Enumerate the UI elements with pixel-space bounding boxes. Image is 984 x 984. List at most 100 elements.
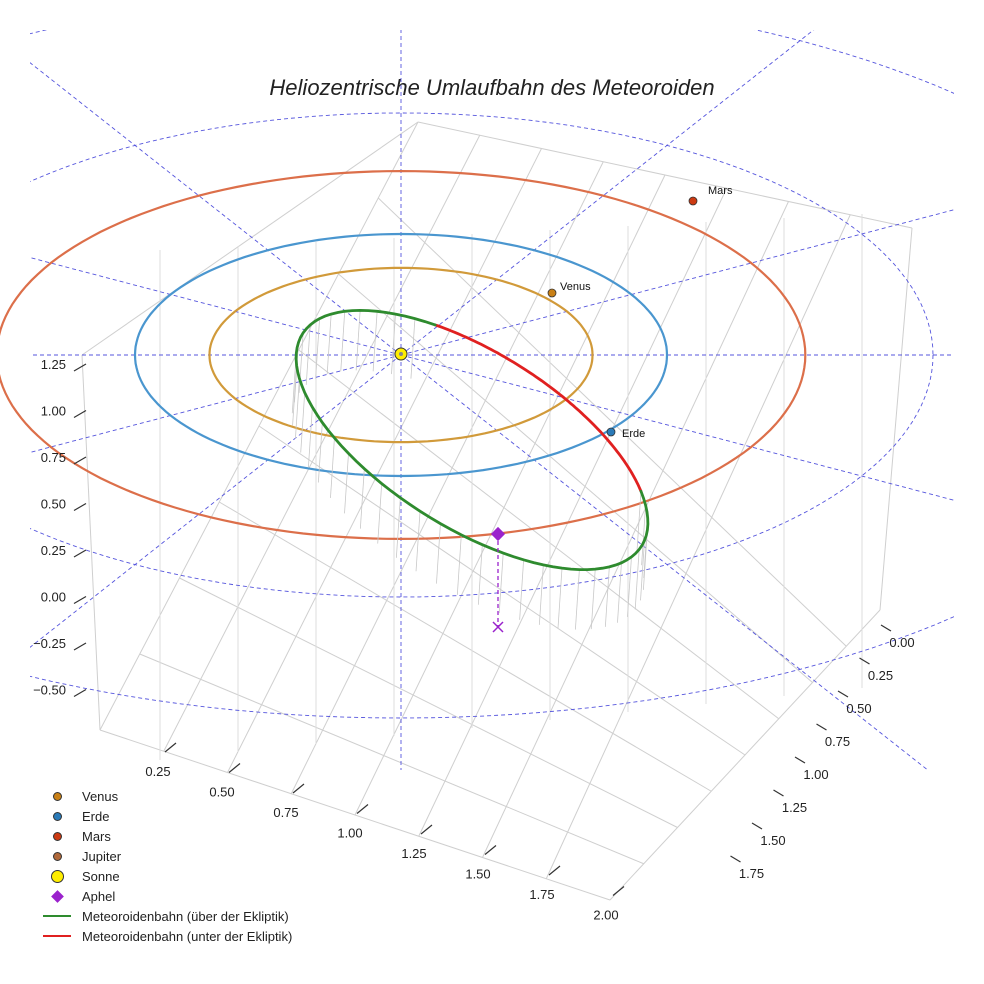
z-tick-label: 0.00: [41, 590, 66, 605]
planet-label-erde: Erde: [622, 428, 645, 440]
markers: Venus Erde Mars: [394, 185, 733, 633]
legend-item: Meteoroidenbahn (über der Ekliptik): [40, 906, 292, 926]
drop-line-3: [642, 529, 648, 590]
x-tick-mark: [292, 783, 305, 794]
x-tick-mark: [612, 886, 625, 896]
drop-line-20: [377, 483, 383, 544]
legend-symbol: [40, 886, 74, 906]
legend-symbol: [40, 866, 74, 886]
z-tick-label: −0.50: [33, 683, 66, 698]
legend-label: Meteoroidenbahn (über der Ekliptik): [82, 908, 289, 924]
legend-dot-icon: [52, 851, 62, 861]
ecliptic-spoke-8: [30, 62, 402, 356]
drop-line-8: [604, 566, 610, 627]
legend-dot-icon: [52, 791, 62, 801]
ecliptic-spoke-5: [30, 354, 402, 453]
y-tick-mark: [880, 624, 892, 632]
y-tick-mark: [751, 822, 763, 830]
drop-line-11: [557, 568, 563, 629]
drop-line-27: [295, 378, 300, 439]
y-tick-mark: [773, 789, 784, 797]
drop-line-32: [305, 324, 311, 385]
x-tick-label: 1.25: [401, 846, 426, 861]
grid-y-1: [139, 653, 644, 865]
planet-label-mars: Mars: [708, 185, 733, 197]
x-tick-mark: [420, 824, 433, 835]
y-tick-label: 0.75: [825, 734, 850, 749]
planet-marker-mars: [688, 196, 698, 206]
ecliptic-spoke-7: [30, 257, 402, 356]
drop-line-25: [307, 407, 313, 468]
legend-label: Sonne: [82, 868, 120, 884]
planet-label-venus: Venus: [560, 281, 591, 293]
drop-line-14: [498, 553, 504, 614]
drop-line-35: [340, 311, 346, 372]
z-tick-label: 0.75: [41, 450, 66, 465]
meteoroid-path: [294, 308, 650, 571]
legend-symbol: [40, 906, 74, 926]
x-tick-mark: [548, 865, 561, 876]
legend-item: Sonne: [40, 866, 292, 886]
legend-bigdot-icon: [50, 869, 64, 883]
legend-item: Jupiter: [40, 846, 292, 866]
legend-item: Mars: [40, 826, 292, 846]
z-tick-mark: [73, 688, 87, 698]
drop-line-12: [538, 564, 544, 625]
drop-line-7: [617, 562, 622, 623]
meteor-segment-above: [294, 308, 650, 571]
grid-x-3: [290, 161, 604, 794]
z-tick-label: 1.25: [41, 357, 66, 372]
grid-y-3: [218, 501, 712, 792]
orbit-venus: [208, 266, 594, 444]
x-tick-label: 0.25: [145, 764, 170, 779]
z-tick-label: 0.25: [41, 543, 66, 558]
legend-symbol: [40, 846, 74, 866]
drop-line-21: [359, 468, 365, 529]
grid-y-6: [338, 273, 813, 683]
drop-line-15: [477, 544, 483, 605]
legend-symbol: [40, 926, 74, 946]
legend-line-icon: [43, 935, 71, 937]
legend-item: Aphel: [40, 886, 292, 906]
legend-label: Meteoroidenbahn (unter der Ekliptik): [82, 928, 293, 944]
legend-dot-icon: [52, 811, 62, 821]
ecliptic-spoke-2: [400, 354, 929, 770]
axis-ticks: 0.25 0.50 0.75 1.00 1.25 1.50 1.75 2.00 0.00 0.25…: [33, 357, 915, 923]
box-edge-5: [81, 354, 101, 731]
legend-symbol: [40, 806, 74, 826]
grid-x-5: [418, 188, 728, 837]
z-tick-mark: [73, 363, 87, 372]
drop-line-5: [634, 549, 640, 610]
legend-symbol: [40, 786, 74, 806]
legend-diamond-icon: [50, 889, 64, 903]
drop-line-0: [636, 491, 642, 552]
legend-label: Erde: [82, 808, 110, 824]
drop-line-34: [326, 314, 332, 375]
z-tick-label: −0.25: [33, 636, 66, 651]
grid-x-1: [163, 135, 481, 752]
drop-line-22: [344, 453, 349, 514]
legend: Venus Erde Mars Jupiter Sonne Aphel Meteoroide…: [40, 786, 292, 946]
orbit-mars: [0, 169, 807, 541]
drop-line-36: [355, 310, 361, 371]
legend-label: Jupiter: [82, 848, 122, 864]
drop-line-13: [519, 559, 525, 620]
drop-line-10: [574, 569, 580, 630]
ecliptic-ring-2: [30, 30, 954, 719]
drop-line-1: [641, 505, 646, 566]
sun-core: [399, 352, 403, 356]
drop-line-39: [410, 318, 416, 379]
drop-line-23: [330, 437, 335, 498]
drop-line-26: [300, 392, 306, 453]
z-tick-label: 0.50: [41, 497, 66, 512]
x-tick-label: 1.75: [529, 887, 554, 902]
ecliptic-spoke-4: [30, 354, 402, 648]
grid-y-2: [179, 577, 678, 828]
z-tick-label: 1.00: [41, 404, 66, 419]
ecliptic-spoke-10: [400, 30, 815, 356]
y-tick-label: 0.00: [889, 635, 914, 650]
aphel-projection-marker: [492, 621, 504, 633]
grid-y-4: [258, 425, 746, 756]
legend-dot-icon: [52, 831, 62, 841]
legend-symbol: [40, 826, 74, 846]
